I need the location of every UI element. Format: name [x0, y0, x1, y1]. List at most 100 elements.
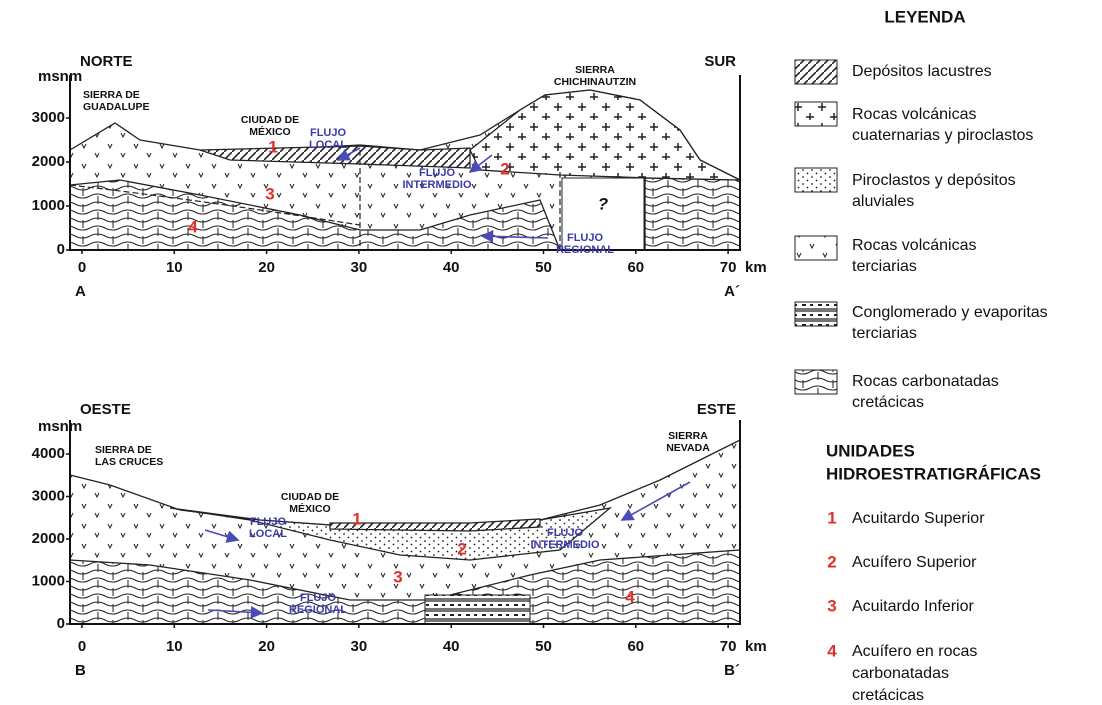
- direction-label: NORTE: [80, 53, 133, 70]
- units-title: HIDROESTRATIGRÁFICAS: [826, 464, 1041, 483]
- flow-label: FLUJO: [250, 516, 287, 528]
- quaternary-volcanics: [469, 89, 741, 181]
- unit-number: 1: [268, 137, 277, 156]
- place-label: CIUDAD DE: [281, 491, 339, 503]
- x-tick-label: 60: [627, 638, 644, 655]
- flow-arrow: [468, 154, 493, 173]
- unknown-zone: [561, 177, 645, 251]
- legend-label: aluviales: [852, 193, 914, 210]
- y-tick-label: 2000: [32, 153, 65, 170]
- frame: [69, 420, 741, 625]
- place-label: CHICHINAUTZIN: [554, 76, 636, 88]
- direction-label: OESTE: [80, 401, 131, 418]
- pyroclastic-alluvial: [169, 506, 613, 561]
- lacustrine-deposits: [329, 518, 541, 532]
- legend-label: cretácicas: [852, 394, 924, 411]
- legend-title: LEYENDA: [884, 7, 965, 26]
- unit-number: 1: [352, 509, 361, 528]
- x-tick-label: 40: [443, 259, 460, 276]
- legend-label: Rocas volcánicas: [852, 106, 977, 123]
- unknown-mark: ?: [598, 194, 609, 213]
- y-tick-label: 3000: [32, 487, 65, 504]
- flow-label: REGIONAL: [289, 604, 347, 616]
- x-tick-label: 20: [258, 638, 275, 655]
- flow-label: FLUJO: [547, 527, 584, 539]
- x-tick-label: 70: [720, 638, 737, 655]
- unit-label: Acuífero Superior: [852, 554, 977, 571]
- swatch: [794, 167, 838, 193]
- unit-label: cretácicas: [852, 687, 924, 704]
- conglomerate: [424, 594, 531, 625]
- place-label: CIUDAD DE: [241, 114, 299, 126]
- legend-label: Depósitos lacustres: [852, 63, 992, 80]
- y-tick-label: 3000: [32, 109, 65, 126]
- x-unit: km: [745, 638, 767, 655]
- swatch: [794, 369, 838, 395]
- x-tick-label: 70: [720, 259, 737, 276]
- swatch: [794, 235, 838, 261]
- place-label: MÉXICO: [289, 502, 330, 515]
- y-unit: msnm: [38, 418, 82, 435]
- place-label: NEVADA: [666, 442, 710, 454]
- unit-label: Acuífero en rocas: [852, 643, 977, 660]
- y-tick-label: 1000: [32, 572, 65, 589]
- y-tick-label: 2000: [32, 530, 65, 547]
- flow-label: FLUJO: [567, 232, 604, 244]
- unit-number: 4: [827, 641, 837, 660]
- flow-label: LOCAL: [249, 528, 287, 540]
- y-tick-label: 1000: [32, 197, 65, 214]
- y-tick-label: 0: [57, 615, 65, 632]
- unit-label: carbonatadas: [852, 665, 949, 682]
- direction-label: ESTE: [697, 401, 736, 418]
- flow-arrow: [620, 481, 691, 521]
- place-label: LAS CRUCES: [95, 456, 163, 468]
- flow-arrow: [207, 605, 264, 619]
- section-start: B: [75, 662, 86, 679]
- place-label: SIERRA: [575, 64, 615, 76]
- swatch: [794, 59, 838, 85]
- unit-number: 3: [393, 567, 402, 586]
- section-start: A: [75, 283, 86, 300]
- legend-label: terciarias: [852, 325, 917, 342]
- flow-label: REGIONAL: [556, 244, 614, 256]
- x-unit: km: [745, 259, 767, 276]
- carbonate-rocks: [644, 177, 741, 251]
- place-label: SIERRA: [668, 430, 708, 442]
- unit-number: 4: [188, 217, 198, 236]
- unit-label: Acuitardo Inferior: [852, 598, 975, 615]
- direction-label: SUR: [704, 53, 736, 70]
- x-tick-label: 10: [166, 638, 183, 655]
- unit-number: 1: [827, 508, 836, 527]
- y-tick-label: 4000: [32, 445, 65, 462]
- place-label: MÉXICO: [249, 125, 290, 138]
- x-tick-label: 10: [166, 259, 183, 276]
- x-tick-label: 30: [351, 638, 368, 655]
- place-label: SIERRA DE: [95, 444, 152, 456]
- units-title: UNIDADES: [826, 441, 915, 460]
- section-end: A´: [724, 283, 740, 300]
- flow-arrow: [480, 229, 549, 243]
- y-unit: msnm: [38, 68, 82, 85]
- flow-label: FLUJO: [310, 127, 347, 139]
- x-tick-label: 0: [78, 638, 86, 655]
- section-a: [69, 75, 741, 251]
- legend-label: cuaternarias y piroclastos: [852, 127, 1033, 144]
- legend-label: Rocas volcánicas: [852, 237, 977, 254]
- section-b: [69, 420, 741, 625]
- unit-number: 2: [827, 552, 836, 571]
- y-tick-label: 0: [57, 241, 65, 258]
- unit-number: 2: [500, 159, 509, 178]
- x-tick-label: 30: [351, 259, 368, 276]
- lacustrine-deposits: [199, 145, 471, 169]
- flow-arrow: [204, 529, 240, 543]
- legend-label: Piroclastos y depósitos: [852, 172, 1016, 189]
- flow-label: FLUJO: [419, 167, 456, 179]
- fault: [69, 150, 646, 250]
- x-tick-label: 50: [535, 259, 552, 276]
- flow-arrow: [336, 147, 361, 161]
- unit-number: 3: [265, 184, 274, 203]
- legend-label: Rocas carbonatadas: [852, 373, 999, 390]
- unit-label: Acuitardo Superior: [852, 510, 985, 527]
- place-label: GUADALUPE: [83, 101, 150, 113]
